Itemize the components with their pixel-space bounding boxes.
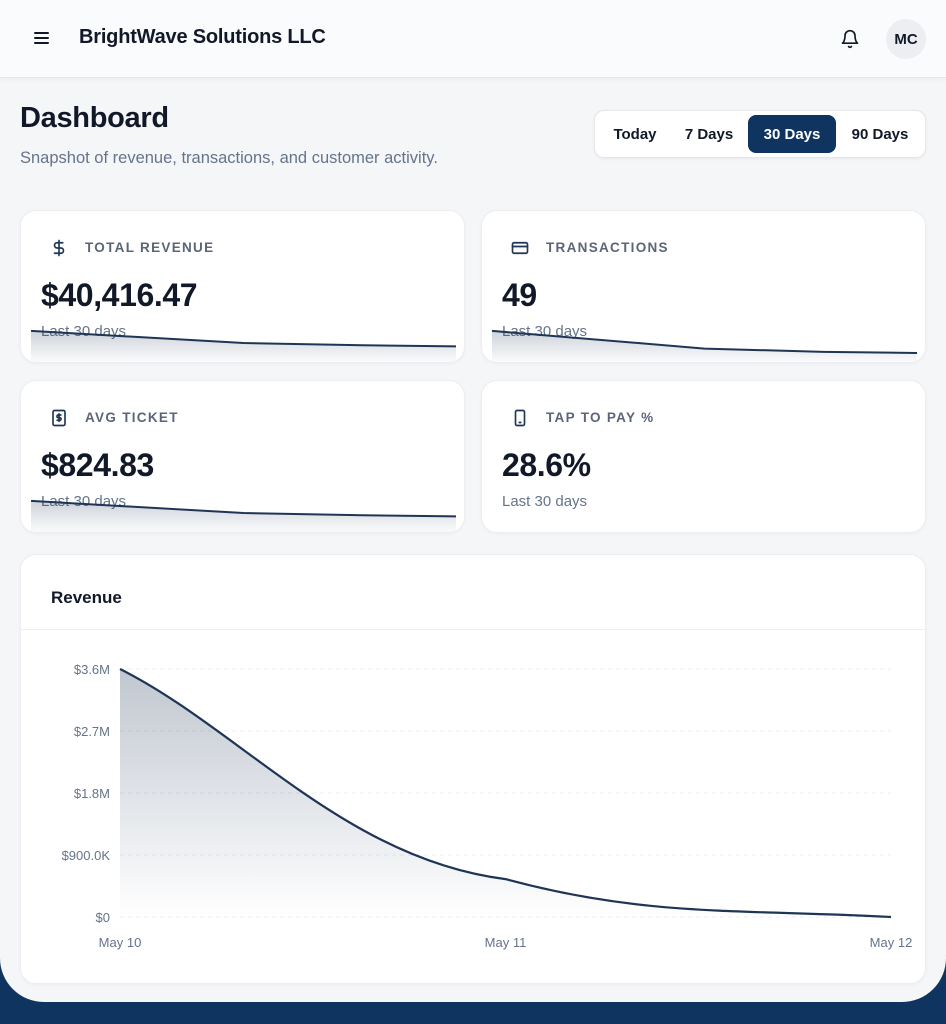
kpi-sparkline xyxy=(30,329,457,362)
notifications-button[interactable] xyxy=(834,23,866,55)
sparkline-line xyxy=(30,499,457,518)
kpi-card-transactions: TRANSACTIONS 49 Last 30 days xyxy=(481,210,926,363)
kpi-label: TAP TO PAY % xyxy=(546,410,655,425)
range-30-days-button[interactable]: 30 Days xyxy=(748,115,836,153)
kpi-value: $40,416.47 xyxy=(41,277,198,313)
sparkline-line xyxy=(491,329,918,354)
y-tick-label: $900.0K xyxy=(62,848,111,863)
kpi-value: 49 xyxy=(502,277,537,313)
kpi-card-total-revenue: TOTAL REVENUE $40,416.47 Last 30 days xyxy=(20,210,465,363)
menu-button[interactable] xyxy=(26,22,58,54)
kpi-label: TRANSACTIONS xyxy=(546,240,669,255)
kpi-sparkline xyxy=(491,329,918,362)
y-tick-label: $2.7M xyxy=(74,724,110,739)
dollar-icon xyxy=(53,239,65,257)
sparkline-area xyxy=(31,330,456,362)
range-7-days-button[interactable]: 7 Days xyxy=(684,125,734,143)
x-tick-label: May 10 xyxy=(99,935,142,950)
bell-icon xyxy=(841,29,859,49)
revenue-chart: $0 $900.0K $1.8M $2.7M $3.6M May 10 May 11 May … xyxy=(62,662,913,950)
x-tick-label: May 12 xyxy=(870,935,913,950)
top-bar: BrightWave Solutions LLC MC xyxy=(0,0,946,78)
phone-icon xyxy=(514,409,526,427)
y-tick-label: $3.6M xyxy=(74,662,110,677)
revenue-line xyxy=(119,668,892,919)
credit-card-icon xyxy=(511,241,529,255)
page-title: Dashboard xyxy=(20,102,169,134)
date-range-selector: Today 7 Days 30 Days 90 Days xyxy=(594,110,926,158)
kpi-card-avg-ticket: AVG TICKET $824.83 Last 30 days xyxy=(20,380,465,533)
divider xyxy=(21,629,925,630)
kpi-sparkline xyxy=(30,499,457,532)
receipt-dollar-icon xyxy=(52,409,66,427)
sparkline-line xyxy=(30,329,457,348)
avatar[interactable]: MC xyxy=(886,19,926,59)
kpi-value: $824.83 xyxy=(41,447,154,483)
revenue-area xyxy=(120,669,891,917)
kpi-card-tap-to-pay: TAP TO PAY % 28.6% Last 30 days xyxy=(481,380,926,533)
chart-title: Revenue xyxy=(51,588,122,607)
range-90-days-button[interactable]: 90 Days xyxy=(851,125,909,143)
menu-icon xyxy=(34,32,49,44)
sparkline-area xyxy=(492,330,917,362)
app-frame: BrightWave Solutions LLC MC Dashboard Sn… xyxy=(0,0,946,1002)
range-today-button[interactable]: Today xyxy=(613,125,657,143)
company-name: BrightWave Solutions LLC xyxy=(79,26,326,48)
kpi-value: 28.6% xyxy=(502,447,591,483)
page-subtitle: Snapshot of revenue, transactions, and c… xyxy=(20,149,438,167)
y-tick-label: $1.8M xyxy=(74,786,110,801)
kpi-period: Last 30 days xyxy=(502,493,588,510)
sparkline-area xyxy=(31,500,456,532)
kpi-label: TOTAL REVENUE xyxy=(85,240,215,255)
y-tick-label: $0 xyxy=(96,910,110,925)
revenue-chart-card: Revenue $0 $900.0K $1.8M $2.7M $3.6M May 10 Ma… xyxy=(20,554,926,984)
kpi-label: AVG TICKET xyxy=(85,410,179,425)
x-tick-label: May 11 xyxy=(485,935,527,950)
